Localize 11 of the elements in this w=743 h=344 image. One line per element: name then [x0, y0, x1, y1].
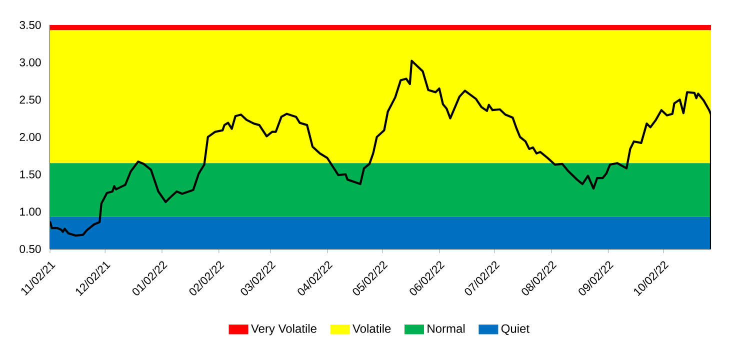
- legend-label: Volatile: [352, 324, 391, 333]
- y-tick-label: 2.00: [20, 133, 41, 142]
- y-tick-label: 2.50: [20, 96, 41, 104]
- y-tick-label: 0.50: [20, 245, 41, 254]
- legend-label: Quiet: [501, 324, 530, 335]
- legend-label: Very Volatile: [251, 324, 316, 336]
- y-tick-label: 1.00: [20, 208, 41, 216]
- y-tick-label: 3.50: [20, 21, 41, 30]
- y-tick-label: 1.50: [20, 170, 41, 178]
- y-tick-label: 3.00: [20, 58, 41, 66]
- legend-label: Normal: [428, 324, 465, 333]
